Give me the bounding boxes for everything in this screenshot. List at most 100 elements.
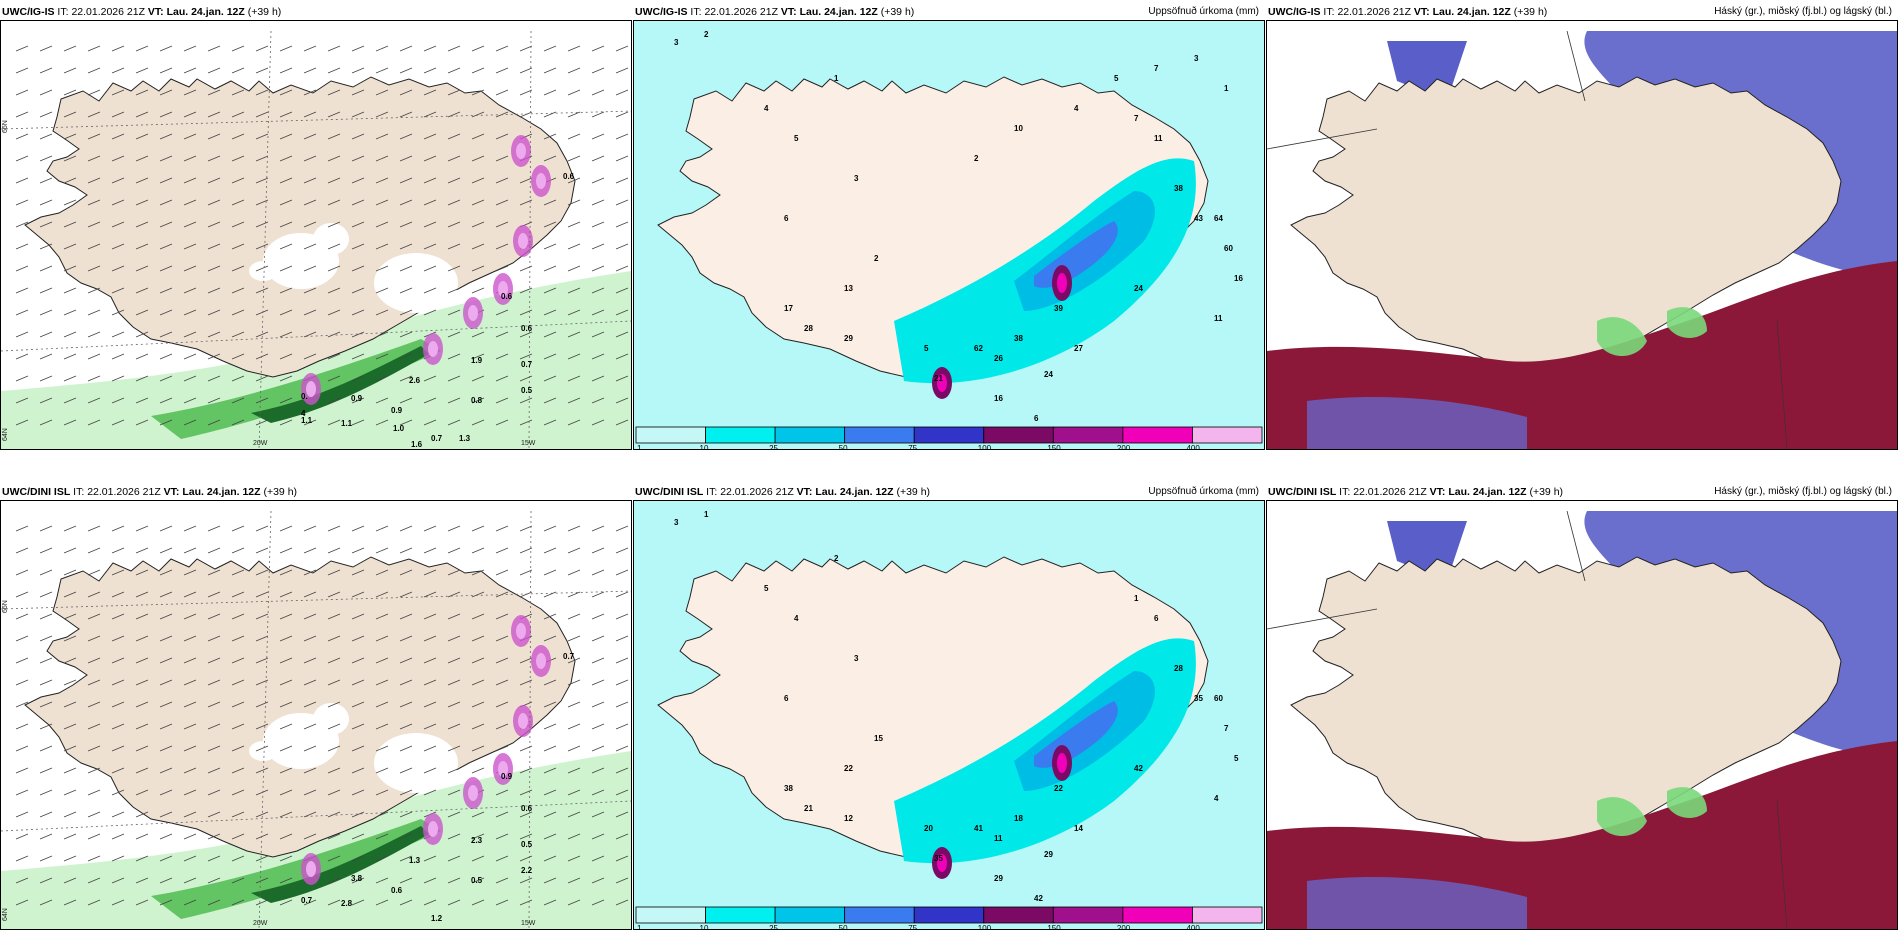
wind-barb xyxy=(615,89,629,96)
wind-barb xyxy=(399,591,413,598)
wind-barb xyxy=(471,811,485,818)
wind-barb xyxy=(111,243,125,250)
wind-barb xyxy=(183,635,197,642)
colorbar-segment xyxy=(844,426,915,444)
wind-barb xyxy=(255,45,269,52)
wind-barb xyxy=(375,789,389,796)
wind-barb xyxy=(519,397,533,404)
wind-barb xyxy=(87,591,101,598)
wind-barb xyxy=(39,833,53,840)
wind-barb xyxy=(423,525,437,532)
wind-barb xyxy=(567,833,581,840)
wind-barb xyxy=(543,767,557,774)
wind-barb xyxy=(159,177,173,184)
wind-barb xyxy=(207,767,221,774)
wind-barb xyxy=(327,221,341,228)
wind-barb xyxy=(447,745,461,752)
glacier xyxy=(313,703,349,735)
wind-barb xyxy=(543,353,557,360)
wind-barb xyxy=(519,353,533,360)
wind-barb xyxy=(591,221,605,228)
colorbar-tick-label: 10 xyxy=(700,924,709,929)
wind-barb xyxy=(327,701,341,708)
wind-barb xyxy=(375,375,389,382)
wind-barb xyxy=(111,767,125,774)
wind-barb xyxy=(303,833,317,840)
wind-barb xyxy=(615,177,629,184)
wind-barb xyxy=(15,199,29,206)
colorbar-tick-label: 50 xyxy=(839,444,848,449)
wind-barb xyxy=(279,419,293,426)
wind-barb xyxy=(591,569,605,576)
wind-barb xyxy=(111,309,125,316)
wind-barb xyxy=(375,613,389,620)
wind-barb xyxy=(63,67,77,74)
wind-barb xyxy=(63,789,77,796)
wind-barb xyxy=(591,287,605,294)
wind-barb xyxy=(159,45,173,52)
wind-barb xyxy=(375,547,389,554)
wind-barb xyxy=(471,525,485,532)
wind-barb xyxy=(303,767,317,774)
wind-barb xyxy=(519,177,533,184)
wind-barb xyxy=(327,877,341,884)
wind-barb xyxy=(543,701,557,708)
precip-value-label: 5 xyxy=(1234,754,1239,763)
wind-barb xyxy=(63,525,77,532)
wind-barb xyxy=(15,833,29,840)
wind-barb xyxy=(207,789,221,796)
wind-barb xyxy=(87,789,101,796)
colorbar-segment xyxy=(983,906,1054,924)
wind-barb xyxy=(615,199,629,206)
wind-barb xyxy=(543,635,557,642)
precip-core xyxy=(468,305,478,321)
wind-barb xyxy=(279,767,293,774)
precip-map-canvas: 1325463152221123835411829422011142229423… xyxy=(634,501,1264,929)
wind-barb xyxy=(63,877,77,884)
wind-value-label: 1.9 xyxy=(471,356,483,365)
panel-precip-ig: UWC/IG-IS IT: 22.01.2026 21Z VT: Lau. 24… xyxy=(633,0,1265,450)
wind-barb xyxy=(159,789,173,796)
wind-barb xyxy=(87,569,101,576)
wind-barb xyxy=(279,265,293,272)
wind-barb xyxy=(279,155,293,162)
wind-barb xyxy=(135,591,149,598)
wind-barb xyxy=(519,767,533,774)
wind-barb xyxy=(351,767,365,774)
wind-barb xyxy=(399,243,413,250)
wind-barb xyxy=(111,789,125,796)
wind-barb xyxy=(543,265,557,272)
wind-barb xyxy=(183,397,197,404)
glacier xyxy=(374,253,458,313)
wind-barb xyxy=(39,767,53,774)
wind-barb xyxy=(615,745,629,752)
wind-value-label: 1.3 xyxy=(409,856,421,865)
wind-barb xyxy=(63,547,77,554)
wind-barb xyxy=(567,635,581,642)
wind-barb xyxy=(87,89,101,96)
wind-barb xyxy=(207,331,221,338)
wind-barb xyxy=(135,309,149,316)
wind-barb xyxy=(207,657,221,664)
wind-barb xyxy=(471,221,485,228)
wind-barb xyxy=(111,701,125,708)
model-name: UWC/IG-IS xyxy=(635,6,688,18)
wind-barb xyxy=(159,745,173,752)
init-time: 22.01.2026 21Z xyxy=(71,6,145,18)
wind-barb xyxy=(495,265,509,272)
wind-barb xyxy=(39,155,53,162)
wind-barb xyxy=(591,89,605,96)
wind-barb xyxy=(495,221,509,228)
wind-barb xyxy=(351,877,365,884)
wind-barb xyxy=(39,331,53,338)
panel-header: UWC/DINI ISL IT: 22.01.2026 21Z VT: Lau.… xyxy=(1268,486,1892,500)
wind-barb xyxy=(399,353,413,360)
wind-barb xyxy=(423,287,437,294)
wind-barb xyxy=(447,419,461,426)
wind-barb xyxy=(351,89,365,96)
wind-barb xyxy=(543,221,557,228)
wind-barb xyxy=(279,525,293,532)
wind-barb xyxy=(207,833,221,840)
wind-barb xyxy=(447,613,461,620)
wind-barb xyxy=(351,287,365,294)
